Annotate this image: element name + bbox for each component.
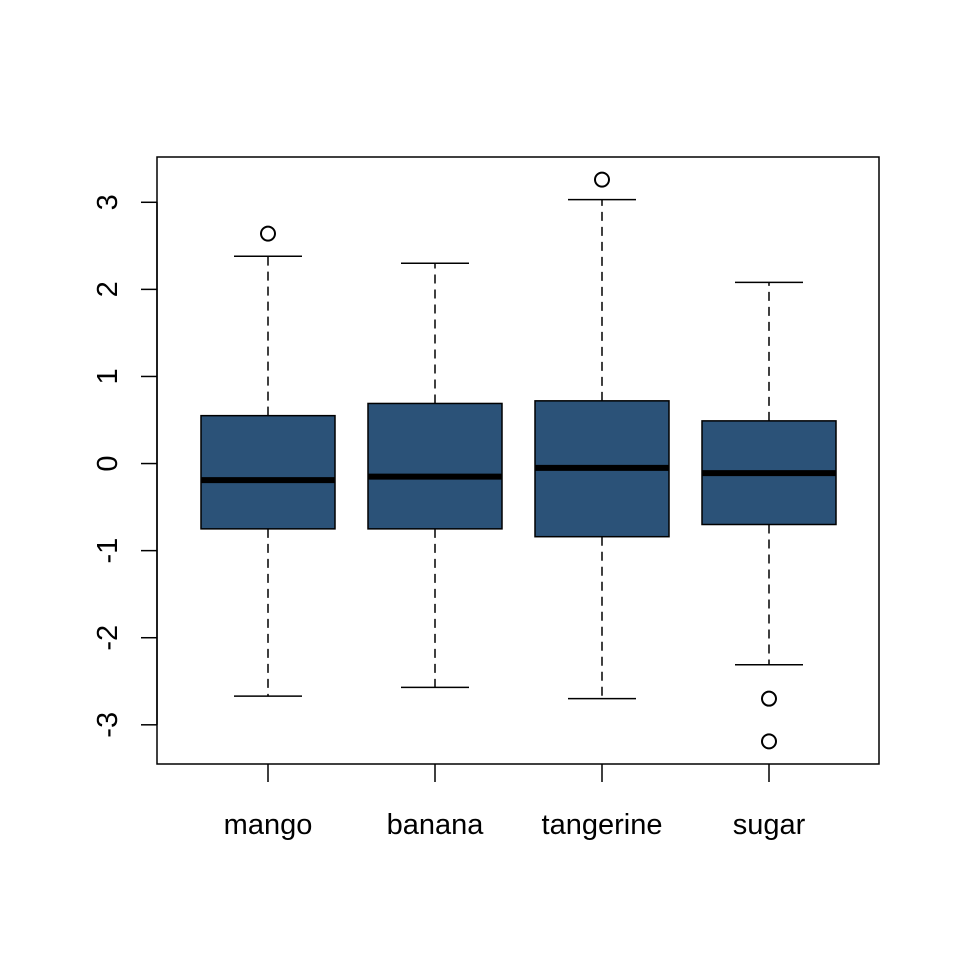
y-tick-label: 0: [92, 455, 124, 471]
y-tick-label: 3: [92, 194, 124, 210]
iqr-box: [200, 414, 336, 530]
y-tick-label: -1: [92, 538, 124, 564]
boxes: [200, 171, 837, 750]
x-axis: mango banana tangerine sugar: [224, 764, 806, 841]
y-tick-label: 1: [92, 368, 124, 384]
x-tick-label: mango: [224, 809, 313, 841]
y-tick-label: 2: [92, 281, 124, 297]
box-banana: [367, 262, 503, 689]
outlier-point: [594, 171, 610, 188]
outlier-point: [761, 690, 777, 707]
x-tick-label: sugar: [733, 809, 806, 841]
box-mango: [200, 225, 336, 697]
y-tick-label: -3: [92, 712, 124, 738]
x-tick-label: banana: [387, 809, 485, 841]
outlier-point: [260, 225, 276, 242]
box-sugar: [701, 281, 837, 750]
y-tick-label: -2: [92, 625, 124, 651]
iqr-box: [367, 402, 503, 530]
box-tangerine: [534, 171, 670, 700]
outlier-point: [761, 733, 777, 750]
x-tick-label: tangerine: [542, 809, 663, 841]
y-axis: -3 -2 -1 0 1 2 3: [92, 194, 158, 738]
